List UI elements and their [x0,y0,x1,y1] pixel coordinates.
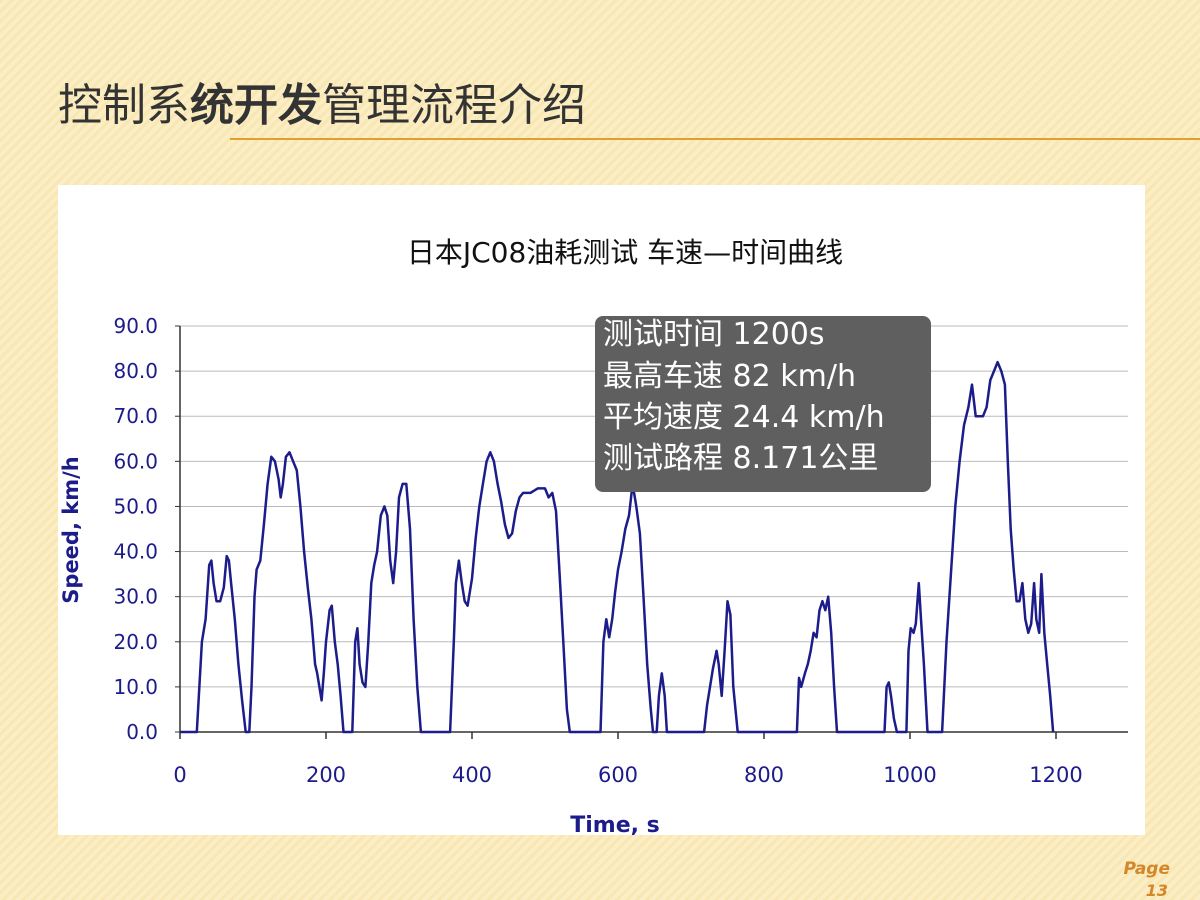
page-label: Page [1123,859,1170,879]
title-part: 管理流程介绍 [322,80,586,131]
y-axis-label: Speed, km/h [59,456,83,603]
x-axis-label: Time, s [570,813,660,838]
title-part: 控制系 [58,80,190,131]
x-tick-label: 400 [452,763,492,787]
chart-panel [58,185,1145,835]
y-tick-label: 60.0 [113,449,158,473]
y-tick-label: 70.0 [113,404,158,428]
x-tick-label: 600 [598,763,638,787]
speed-line [180,360,1055,734]
annotation-bg [595,316,931,492]
y-tick-label: 90.0 [113,314,158,338]
title-part: 统开发 [190,80,322,131]
annotation-line: 平均速度 24.4 km/h [603,400,885,435]
x-tick-label: 1200 [1029,763,1082,787]
plot: 0.0 10.0 20.0 30.0 40.0 50.0 60.0 70.0 80.0 90.0 0… [113,314,1128,787]
chart-title: 日本JC08油耗测试 车速—时间曲线 [407,236,843,269]
y-tick-label: 50.0 [113,494,158,518]
annotation-line: 测试时间 1200s [603,317,825,352]
y-tick-label: 10.0 [113,675,158,699]
annotation-line: 最高车速 82 km/h [603,359,856,394]
y-tick-label: 20.0 [113,630,158,654]
y-tick-label: 30.0 [113,585,158,609]
x-tick-label: 0 [173,763,186,787]
y-tick-label: 0.0 [126,720,158,744]
y-tick-label: 80.0 [113,359,158,383]
slide-title: 控制系统开发管理流程介绍 [58,80,586,131]
y-tick-label: 40.0 [113,540,158,564]
annotation-line: 测试路程 8.171公里 [603,441,878,476]
x-tick-label: 200 [306,763,346,787]
x-tick-label: 800 [744,763,784,787]
annotation-box: 测试时间 1200s 最高车速 82 km/h 平均速度 24.4 km/h 测… [595,316,931,492]
x-tick-label: 1000 [883,763,936,787]
page-number: 13 [1146,881,1168,900]
